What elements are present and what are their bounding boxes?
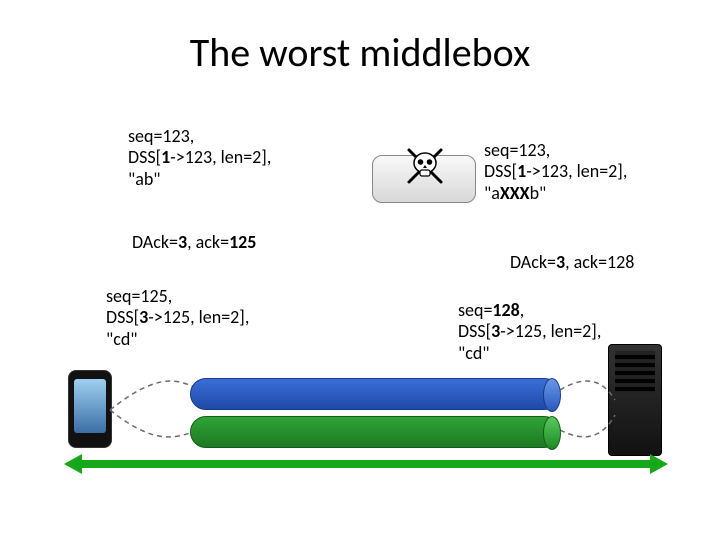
left-ack-1: DAck=3, ack=125: [132, 210, 256, 253]
right-packet-1: seq=123,DSS[1->123, len=2],"aXXXb": [484, 118, 627, 204]
middlebox-device: [372, 155, 476, 203]
left-packet-1: seq=123,DSS[1->123, len=2],"ab": [128, 104, 271, 190]
green-double-arrow: [64, 454, 668, 474]
green-pipe: [190, 416, 560, 448]
server-icon: [608, 344, 662, 456]
left-packet-2: seq=125,DSS[3->125, len=2],"cd": [106, 264, 249, 350]
phone-icon: [68, 370, 112, 448]
skull-icon: [403, 144, 447, 188]
blue-pipe: [190, 378, 560, 410]
slide-title: The worst middlebox: [0, 28, 720, 77]
right-ack-1: DAck=3, ack=128: [510, 230, 634, 273]
right-packet-2: seq=128,DSS[3->125, len=2],"cd": [458, 278, 601, 364]
